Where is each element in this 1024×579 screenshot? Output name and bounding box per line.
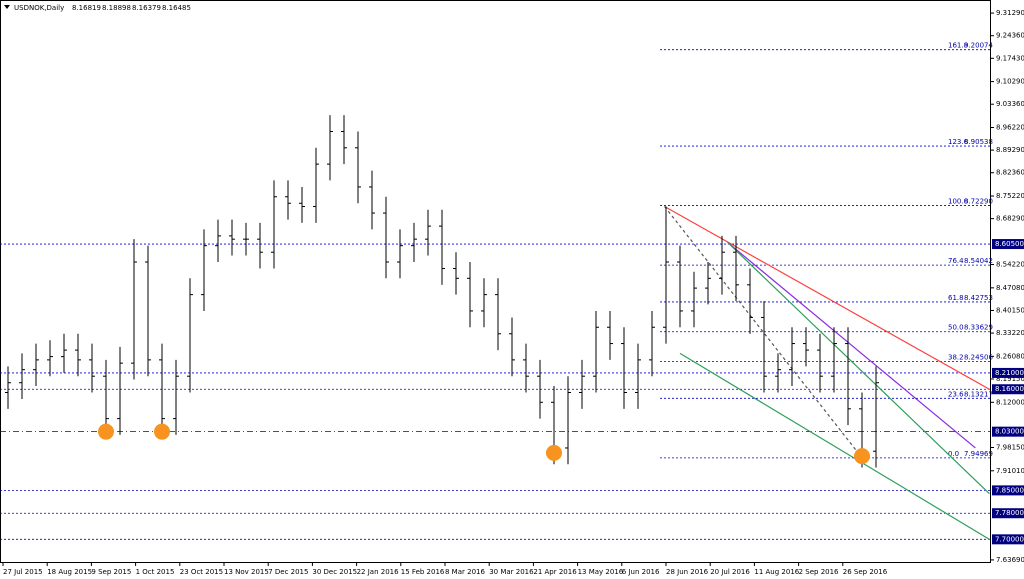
- low-marker: [546, 444, 562, 461]
- x-tick-label: 20 Jul 2016: [710, 568, 750, 576]
- fibo-price: 8.42753: [964, 294, 993, 302]
- plot-frame: [0, 0, 991, 563]
- y-tick-label: 9.17430: [996, 54, 1024, 62]
- x-tick-label: 13 Nov 2015: [224, 568, 269, 576]
- x-tick-label: 15 Feb 2016: [401, 568, 445, 576]
- x-tick-label: 23 Oct 2015: [180, 568, 223, 576]
- level-label-bg: [992, 426, 1024, 437]
- low-marker: [154, 423, 170, 440]
- fibo-price: 8.13217: [964, 390, 993, 398]
- y-tick-label: 9.24360: [996, 32, 1024, 40]
- level-label: 7.70000: [995, 535, 1024, 543]
- level-label-bg: [992, 485, 1024, 496]
- low-marker: [98, 423, 114, 440]
- fibo-price: 9.20074: [964, 42, 993, 50]
- x-tick-label: 27 Jul 2015: [3, 568, 43, 576]
- trend-line: [664, 206, 863, 459]
- fibo-ratio: 38.2: [948, 353, 964, 361]
- y-tick-label: 9.03360: [996, 100, 1024, 108]
- fibo-ratio: 0.0: [948, 450, 959, 458]
- y-tick-label: 8.96220: [996, 124, 1024, 132]
- level-label-bg: [992, 384, 1024, 395]
- x-tick-label: 1 Oct 2015: [136, 568, 175, 576]
- x-tick-label: 9 Sep 2015: [91, 568, 131, 576]
- x-tick-label: 18 Aug 2015: [47, 568, 92, 576]
- y-tick-label: 8.75220: [996, 192, 1024, 200]
- fibo-ratio: 61.8: [948, 294, 964, 302]
- x-tick-label: 2 Sep 2016: [799, 568, 839, 576]
- x-tick-label: 21 Apr 2016: [533, 568, 577, 576]
- trend-line: [727, 241, 976, 449]
- level-label-bg: [992, 508, 1024, 519]
- level-label: 8.60500: [995, 240, 1024, 248]
- level-label: 8.16000: [995, 385, 1024, 393]
- fibo-ratio: 50.0: [948, 324, 964, 332]
- level-label-bg: [992, 239, 1024, 250]
- y-tick-label: 8.33220: [996, 329, 1024, 337]
- x-tick-label: 30 Dec 2015: [312, 568, 357, 576]
- x-tick-label: 26 Sep 2016: [843, 568, 888, 576]
- chart-title: USDNOK,Daily: [14, 4, 64, 12]
- y-tick-label: 7.63690: [996, 556, 1024, 564]
- fibo-price: 8.33629: [964, 324, 993, 332]
- fibo-ratio: 76.4: [948, 257, 964, 265]
- level-label: 8.21000: [995, 369, 1024, 377]
- x-tick-label: 28 Jun 2016: [666, 568, 709, 576]
- header-value: 8.18898: [102, 4, 131, 12]
- x-tick-label: 11 Aug 2016: [754, 568, 799, 576]
- fibo-price: 8.90538: [964, 138, 993, 146]
- y-tick-label: 9.10290: [996, 78, 1024, 86]
- header-value: 8.16379: [132, 4, 161, 12]
- level-label-bg: [992, 534, 1024, 545]
- fibo-price: 8.24506: [964, 353, 993, 361]
- fibo-price: 8.54042: [964, 257, 993, 265]
- y-tick-label: 7.91010: [996, 467, 1024, 475]
- fibo-ratio: 100.0: [948, 198, 968, 206]
- y-tick-label: 8.47080: [996, 284, 1024, 292]
- trend-line: [679, 352, 990, 540]
- y-tick-label: 8.68290: [996, 215, 1024, 223]
- menu-arrow[interactable]: [4, 5, 10, 9]
- trend-line: [727, 241, 990, 495]
- y-tick-label: 8.54220: [996, 261, 1024, 269]
- x-tick-label: 7 Dec 2015: [268, 568, 308, 576]
- y-tick-label: 8.89290: [996, 146, 1024, 154]
- trend-line: [664, 206, 990, 390]
- x-tick-label: 6 Jun 2016: [622, 568, 660, 576]
- fibo-price: 7.94969: [964, 450, 993, 458]
- y-tick-label: 8.26080: [996, 352, 1024, 360]
- y-tick-label: 8.12000: [996, 398, 1024, 406]
- header-value: 8.16485: [162, 4, 191, 12]
- x-tick-label: 22 Jan 2016: [357, 568, 400, 576]
- level-label: 7.85000: [995, 486, 1024, 494]
- level-label-bg: [992, 367, 1024, 378]
- fibo-ratio: 161.8: [948, 42, 968, 50]
- low-marker: [854, 448, 870, 465]
- y-tick-label: 7.98150: [996, 443, 1024, 451]
- level-label: 7.78000: [995, 509, 1024, 517]
- x-tick-label: 8 Mar 2016: [445, 568, 485, 576]
- y-tick-label: 8.19150: [996, 375, 1024, 383]
- y-tick-label: 8.82360: [996, 169, 1024, 177]
- header-value: 8.16819: [72, 4, 101, 12]
- fibo-ratio: 123.6: [948, 138, 969, 146]
- y-tick-label: 9.31290: [996, 9, 1024, 17]
- x-tick-label: 13 May 2016: [578, 568, 624, 576]
- fibo-ratio: 23.6: [948, 390, 964, 398]
- y-tick-label: 8.40150: [996, 306, 1024, 314]
- fibo-price: 8.72290: [964, 198, 993, 206]
- x-tick-label: 30 Mar 2016: [489, 568, 534, 576]
- level-label: 8.03000: [995, 428, 1024, 436]
